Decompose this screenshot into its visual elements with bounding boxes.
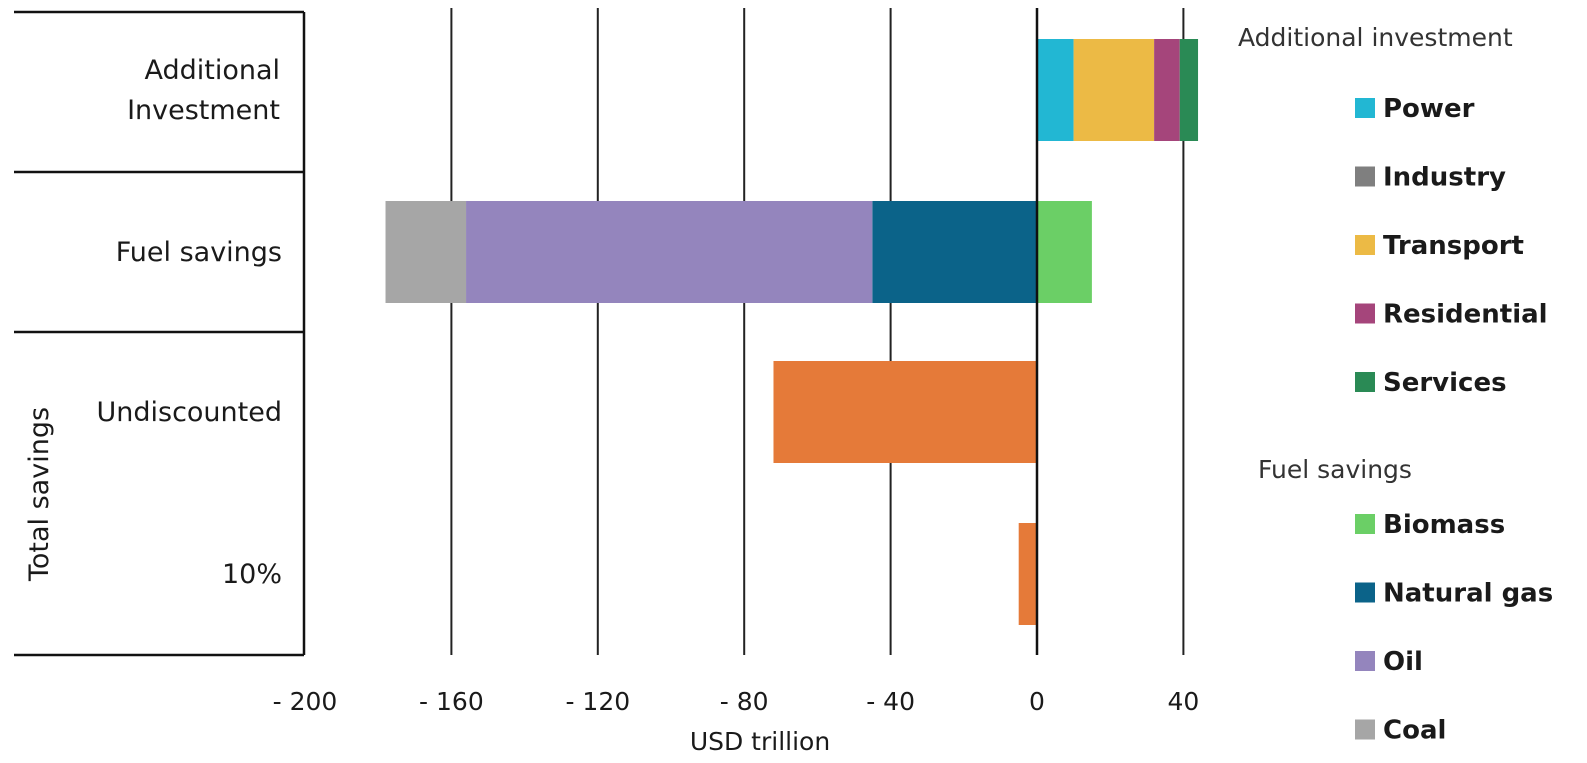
category-labels: Additional Investment Fuel savings Undiscou…	[96, 55, 282, 590]
bar-10pct	[1018, 523, 1037, 625]
x-tick-labels: - 200 - 160 - 120 - 80 - 40 0 40	[273, 687, 1200, 716]
category-label-10pct: 10%	[222, 559, 282, 590]
x-tick-label: 0	[1029, 687, 1045, 716]
x-tick-label: - 200	[273, 687, 338, 716]
legend-label-oil: Oil	[1383, 647, 1423, 677]
x-tick-label: - 80	[720, 687, 769, 716]
x-axis-title: USD trillion	[690, 727, 830, 756]
category-label-fuel-savings: Fuel savings	[116, 237, 282, 268]
bar-fuel-savings-oil	[466, 201, 873, 303]
x-tick-label: 40	[1167, 687, 1199, 716]
bar-additional-investment-power	[1037, 39, 1074, 141]
legend-swatch-residential	[1355, 303, 1375, 324]
legend-label-transport: Transport	[1383, 231, 1524, 261]
category-label-undiscounted: Undiscounted	[96, 397, 282, 428]
bars	[385, 39, 1199, 625]
legend-label-power: Power	[1383, 94, 1475, 124]
category-label-additional-investment: Additional	[144, 55, 280, 86]
category-label-additional-investment: Investment	[127, 95, 280, 126]
legend-swatch-power	[1355, 98, 1375, 118]
legend-swatch-industry	[1355, 166, 1375, 187]
group-label-total-savings: Total savings	[24, 407, 55, 582]
bar-fuel-savings-natural-gas	[872, 201, 1037, 303]
x-tick-label: - 40	[866, 687, 915, 716]
legend-swatch-biomass	[1355, 514, 1375, 534]
legend-label-biomass: Biomass	[1383, 510, 1505, 540]
legend-label-natural-gas: Natural gas	[1383, 579, 1553, 609]
bar-additional-investment-services	[1179, 39, 1199, 141]
bar-additional-investment-residential	[1154, 39, 1180, 141]
legend-label-residential: Residential	[1383, 300, 1548, 330]
category-table-lines	[14, 10, 306, 657]
x-tick-label: - 120	[565, 687, 630, 716]
legend-swatch-services	[1355, 372, 1375, 392]
legend-label-coal: Coal	[1383, 716, 1446, 746]
legend-label-industry: Industry	[1383, 163, 1506, 193]
bar-additional-investment-transport	[1073, 39, 1155, 141]
bar-fuel-savings-biomass	[1037, 201, 1092, 303]
legend-group-title-additional-investment: Additional investment	[1238, 23, 1513, 52]
legend-swatch-natural-gas	[1355, 582, 1375, 603]
legend-group-title-fuel-savings: Fuel savings	[1258, 455, 1412, 484]
legend-swatch-transport	[1355, 235, 1375, 255]
bar-undiscounted	[773, 361, 1037, 463]
legend: Additional investment Power Industry Transp…	[1238, 23, 1553, 746]
x-tick-label: - 160	[419, 687, 484, 716]
bar-fuel-savings-coal	[385, 201, 467, 303]
legend-swatch-oil	[1355, 651, 1375, 671]
legend-label-services: Services	[1383, 368, 1507, 398]
legend-swatch-coal	[1355, 719, 1375, 740]
